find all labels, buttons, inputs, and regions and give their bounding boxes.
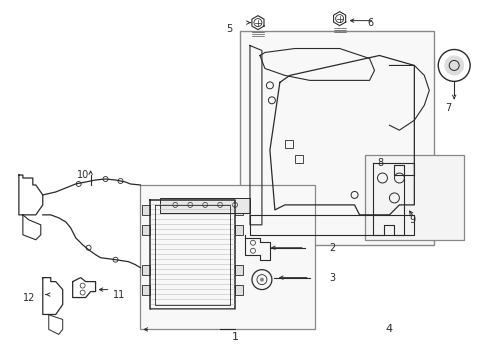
Bar [160,198,250,213]
Bar [365,155,464,240]
Bar [285,140,293,148]
Circle shape [260,278,264,282]
Text: 12: 12 [24,293,36,302]
Bar [143,285,150,294]
Text: 1: 1 [232,332,239,342]
Bar [141,185,315,329]
Text: 4: 4 [386,324,393,334]
Text: 3: 3 [330,273,336,283]
Text: 9: 9 [409,215,416,225]
Bar [143,265,150,275]
Bar [143,205,150,215]
Bar [295,155,303,163]
Bar [235,285,243,294]
Text: 6: 6 [368,18,374,28]
Text: 11: 11 [113,289,125,300]
Bar [143,225,150,235]
Bar [235,205,243,215]
Text: 5: 5 [226,24,232,33]
Circle shape [444,55,464,75]
Bar [235,265,243,275]
Bar [240,31,434,245]
Bar [235,225,243,235]
Text: 2: 2 [330,243,336,253]
Text: 8: 8 [377,158,384,168]
Text: 7: 7 [445,103,451,113]
Text: 10: 10 [76,170,89,180]
